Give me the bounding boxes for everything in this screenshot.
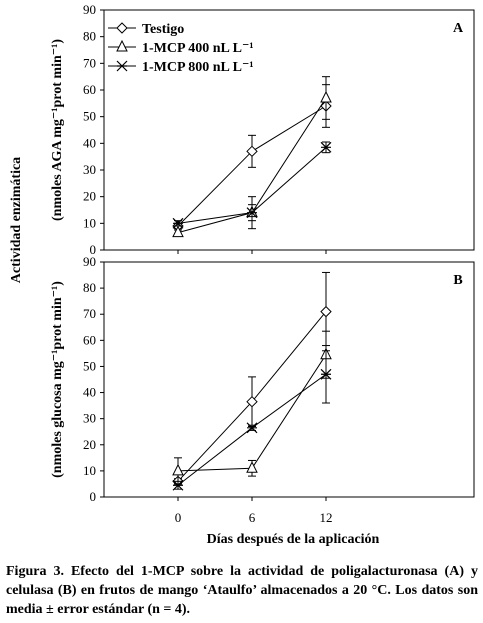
y-tick-label: 80 bbox=[83, 29, 96, 44]
triangle-marker bbox=[172, 463, 184, 476]
diamond-marker bbox=[246, 145, 258, 158]
y-tick-label: 50 bbox=[83, 109, 96, 124]
asterisk-marker bbox=[246, 207, 258, 219]
x-tick-label: 12 bbox=[320, 510, 333, 525]
y-tick-label: 30 bbox=[83, 162, 96, 177]
diamond-marker bbox=[246, 395, 258, 408]
legend-label: Testigo bbox=[142, 22, 184, 37]
asterisk-marker bbox=[320, 368, 332, 380]
y-tick-label: 20 bbox=[83, 189, 96, 204]
y-tick-label: 70 bbox=[83, 306, 96, 321]
y-axis-title: (nmoles glucosa mg⁻¹prot min⁻¹) bbox=[50, 281, 65, 478]
asterisk-marker bbox=[320, 141, 332, 153]
y-tick-label: 20 bbox=[83, 437, 96, 452]
y-tick-label: 30 bbox=[83, 411, 96, 426]
y-tick-label: 90 bbox=[83, 2, 96, 17]
legend-label: 1-MCP 800 nL L⁻¹ bbox=[142, 60, 254, 75]
y-axis-title: (nmoles AGA mg⁻¹prot min⁻¹) bbox=[50, 39, 65, 221]
diamond-marker bbox=[320, 305, 332, 318]
triangle-marker bbox=[116, 39, 128, 52]
series-diamond bbox=[172, 271, 332, 488]
x-tick-label: 6 bbox=[249, 510, 256, 525]
asterisk-marker bbox=[246, 422, 258, 434]
y-axis-main-title: Actividad enzimática bbox=[9, 157, 24, 283]
y-tick-label: 60 bbox=[83, 332, 96, 347]
panel-b: 0 10 20 30 40 50 60 70 80 90 0 6 12 (nmoles glucosa m… bbox=[50, 254, 475, 525]
plot-frame bbox=[103, 261, 475, 498]
y-tick-label: 40 bbox=[83, 385, 96, 400]
asterisk-marker bbox=[172, 479, 184, 491]
y-tick-label: 40 bbox=[83, 135, 96, 150]
x-axis-title: Días después de la aplicación bbox=[207, 532, 380, 547]
y-tick-label: 10 bbox=[83, 215, 96, 230]
series-star bbox=[172, 141, 332, 230]
y-tick-label: 0 bbox=[90, 489, 97, 504]
legend: Testigo 1-MCP 400 nL L⁻¹ 1-MCP 800 nL L⁻¹ bbox=[108, 22, 254, 75]
plot-frame bbox=[103, 9, 475, 251]
y-tick-label: 0 bbox=[90, 242, 97, 257]
y-tick-label: 10 bbox=[83, 463, 96, 478]
asterisk-marker bbox=[172, 217, 184, 229]
panel-letter: A bbox=[453, 21, 464, 36]
panel-a: 0 10 20 30 40 50 60 70 80 90 (nmoles AGA mg⁻¹prot … bbox=[50, 2, 475, 257]
triangle-marker bbox=[172, 225, 184, 238]
y-tick-label: 90 bbox=[83, 254, 96, 269]
diamond-marker bbox=[116, 22, 128, 34]
y-tick-label: 50 bbox=[83, 358, 96, 373]
y-tick-label: 80 bbox=[83, 280, 96, 295]
asterisk-marker bbox=[116, 60, 128, 72]
figure-caption: Figura 3. Efecto del 1-MCP sobre la acti… bbox=[6, 562, 478, 619]
legend-label: 1-MCP 400 nL L⁻¹ bbox=[142, 41, 254, 56]
panel-letter: B bbox=[453, 273, 462, 288]
y-tick-label: 70 bbox=[83, 55, 96, 70]
triangle-marker bbox=[320, 90, 332, 103]
caption-text: Figura 3. Efecto del 1-MCP sobre la acti… bbox=[6, 564, 478, 617]
series-star bbox=[172, 345, 332, 491]
x-tick-label: 0 bbox=[175, 510, 182, 525]
y-tick-label: 60 bbox=[83, 82, 96, 97]
triangle-marker bbox=[246, 461, 258, 473]
